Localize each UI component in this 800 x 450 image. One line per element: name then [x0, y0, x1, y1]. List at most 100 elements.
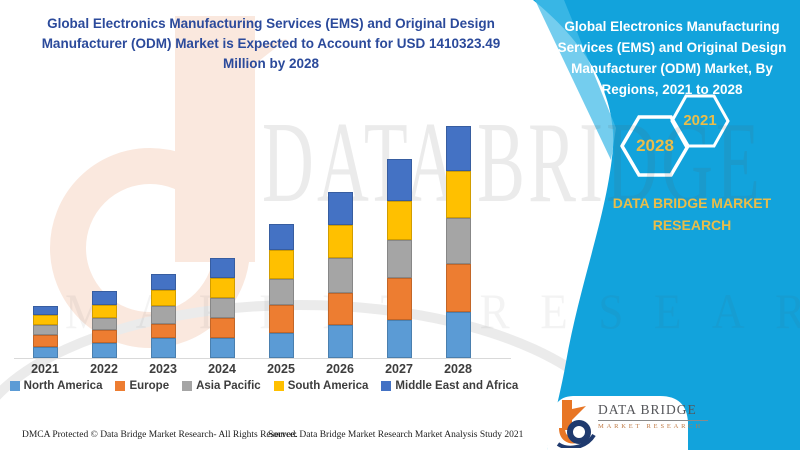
bar-segment-south-america — [269, 250, 294, 279]
hexagon-2028 — [619, 115, 691, 177]
stacked-bar-2023 — [151, 274, 176, 358]
footer-source: Source: Data Bridge Market Research Mark… — [268, 430, 524, 440]
bar-segment-europe — [269, 305, 294, 333]
right-panel-title: Global Electronics Manufacturing Service… — [548, 16, 796, 100]
bar-segment-asia-pacific — [269, 279, 294, 305]
bar-segment-north-america — [328, 325, 353, 358]
bar-segment-asia-pacific — [210, 298, 235, 318]
bar-segment-europe — [446, 264, 471, 312]
footer-dmca: DMCA Protected © Data Bridge Market Rese… — [22, 430, 298, 440]
logo-swoosh-icon — [556, 433, 596, 448]
blue-panel-edge-highlight — [535, 0, 616, 160]
legend-marker-icon — [115, 381, 126, 391]
page-title: Global Electronics Manufacturing Service… — [18, 14, 524, 74]
bar-segment-europe — [210, 318, 235, 338]
watermark-swoosh — [0, 300, 635, 450]
bar-segment-south-america — [387, 201, 412, 240]
bar-segment-asia-pacific — [151, 306, 176, 324]
bar-segment-middle-east-and-africa — [387, 159, 412, 201]
bar-segment-north-america — [151, 338, 176, 358]
legend-label: Europe — [129, 380, 170, 392]
page-title-line: Global Electronics Manufacturing Service… — [47, 16, 495, 31]
dbmr-logo-icon — [556, 400, 596, 448]
bar-segment-europe — [328, 293, 353, 325]
bar-segment-middle-east-and-africa — [328, 192, 353, 225]
legend-marker-icon — [9, 381, 20, 391]
bar-segment-asia-pacific — [92, 318, 117, 330]
bar-segment-south-america — [210, 278, 235, 298]
bar-segment-europe — [387, 278, 412, 320]
stacked-bar-2028 — [446, 126, 471, 358]
bar-segment-south-america — [151, 290, 176, 306]
legend-label: Middle East and Africa — [395, 380, 519, 392]
stacked-bar-2022 — [92, 291, 117, 358]
legend-marker-icon — [381, 381, 392, 391]
logo-subtitle: MARKET RESEARCH — [598, 423, 703, 430]
stacked-bar-plot — [15, 118, 513, 358]
legend-item-asia-pacific: Asia Pacific — [182, 380, 261, 392]
right-panel-title-line: Services (EMS) and Original Design — [557, 40, 787, 55]
bar-segment-south-america — [92, 305, 117, 318]
legend-marker-icon — [273, 381, 284, 391]
stacked-bar-2025 — [269, 224, 294, 358]
x-axis-label-2028: 2028 — [444, 362, 472, 376]
legend-item-europe: Europe — [115, 380, 169, 392]
x-axis-label-2023: 2023 — [149, 362, 177, 376]
bar-segment-south-america — [446, 171, 471, 218]
stacked-bar-2026 — [328, 192, 353, 358]
x-axis-label-2022: 2022 — [90, 362, 118, 376]
logo-name: DATA BRIDGE — [598, 402, 708, 421]
bar-segment-asia-pacific — [387, 240, 412, 278]
stacked-bar-2021 — [33, 306, 58, 358]
chart-legend: North America Europe Asia Pacific South Ame… — [8, 380, 520, 392]
bar-segment-middle-east-and-africa — [151, 274, 176, 290]
stacked-bar-2024 — [210, 258, 235, 358]
logo-d-bowl-icon — [567, 420, 591, 444]
bar-segment-europe — [33, 335, 58, 347]
logo-b-stem-icon — [562, 400, 586, 430]
x-axis-labels: 2021 2022 2023 2024 2025 2026 2027 2028 — [15, 362, 515, 378]
bar-segment-middle-east-and-africa — [33, 306, 58, 315]
bar-segment-europe — [151, 324, 176, 338]
bar-segment-asia-pacific — [328, 258, 353, 293]
brand-text: DATA BRIDGE MARKET RESEARCH — [612, 195, 772, 233]
legend-label: North America — [23, 380, 103, 392]
x-axis-label-2027: 2027 — [385, 362, 413, 376]
legend-item-middle-east-and-africa: Middle East and Africa — [381, 380, 518, 392]
bar-segment-europe — [92, 330, 117, 343]
x-axis-label-2026: 2026 — [326, 362, 354, 376]
right-panel-title-line: Regions, 2021 to 2028 — [601, 82, 743, 97]
bar-segment-middle-east-and-africa — [446, 126, 471, 171]
bar-segment-north-america — [269, 333, 294, 358]
page-title-line: Million by 2028 — [222, 56, 320, 71]
x-axis-label-2024: 2024 — [208, 362, 236, 376]
right-panel-title-line: Manufacturer (ODM) Market, By — [571, 61, 773, 76]
bar-segment-north-america — [210, 338, 235, 358]
bar-segment-middle-east-and-africa — [210, 258, 235, 278]
hexagon-2028-label: 2028 — [636, 136, 674, 155]
bar-segment-asia-pacific — [33, 325, 58, 335]
bar-segment-north-america — [92, 343, 117, 358]
bar-segment-south-america — [33, 315, 58, 325]
legend-item-south-america: South America — [273, 380, 369, 392]
hexagon-2021-label: 2021 — [683, 112, 717, 129]
bar-segment-north-america — [446, 312, 471, 358]
x-axis-label-2021: 2021 — [31, 362, 59, 376]
blue-panel — [533, 0, 800, 450]
bar-segment-asia-pacific — [446, 218, 471, 264]
dbmr-logo-text: DATA BRIDGE MARKET RESEARCH — [598, 402, 708, 430]
legend-marker-icon — [182, 381, 193, 391]
watermark-b-bowl — [50, 148, 250, 348]
legend-label: South America — [287, 380, 369, 392]
stacked-bar-2027 — [387, 159, 412, 358]
right-panel-title-line: Global Electronics Manufacturing — [564, 19, 780, 34]
legend-item-north-america: North America — [9, 380, 103, 392]
bar-segment-south-america — [328, 225, 353, 258]
legend-label: Asia Pacific — [196, 380, 261, 392]
watermark-text-sub: MARKET RESEARCH — [65, 283, 800, 339]
bar-segment-north-america — [387, 320, 412, 358]
bar-segment-middle-east-and-africa — [269, 224, 294, 250]
bar-segment-middle-east-and-africa — [92, 291, 117, 305]
x-axis-line — [14, 358, 511, 359]
bar-segment-north-america — [33, 347, 58, 358]
